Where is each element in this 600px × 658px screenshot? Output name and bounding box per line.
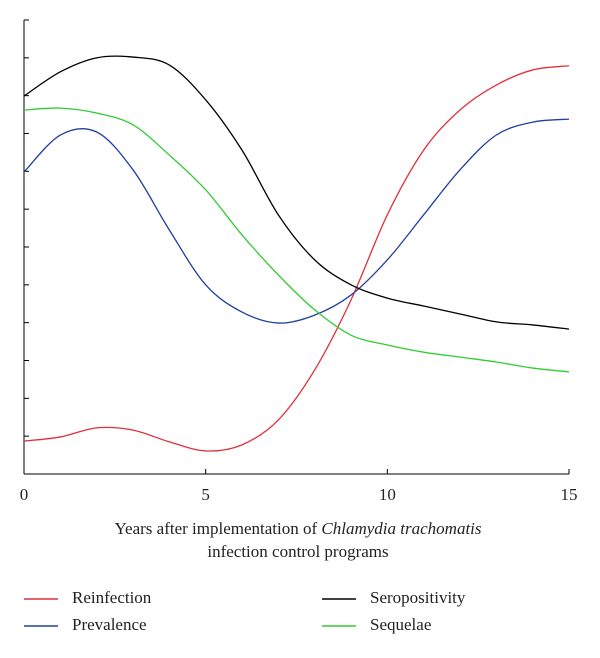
series-line: [23, 65, 570, 452]
x-label-prefix: Years after implementation of: [114, 519, 317, 538]
series-line: [23, 118, 570, 324]
x-label-italic: Chlamydia trachomatis: [321, 519, 481, 538]
x-axis-label: Years after implementation of Chlamydia …: [114, 519, 481, 538]
series-line: [23, 107, 570, 373]
legend-label: Reinfection: [72, 588, 152, 607]
legend-label: Sequelae: [370, 615, 431, 634]
x-tick-label: 0: [20, 485, 29, 504]
x-tick-label: 15: [561, 485, 578, 504]
series-line: [23, 55, 570, 330]
x-axis-label-line2: infection control programs: [207, 542, 388, 561]
x-tick-label: 5: [201, 485, 210, 504]
legend-label: Prevalence: [72, 615, 147, 634]
x-tick-label: 10: [379, 485, 396, 504]
legend-label: Seropositivity: [370, 588, 466, 607]
